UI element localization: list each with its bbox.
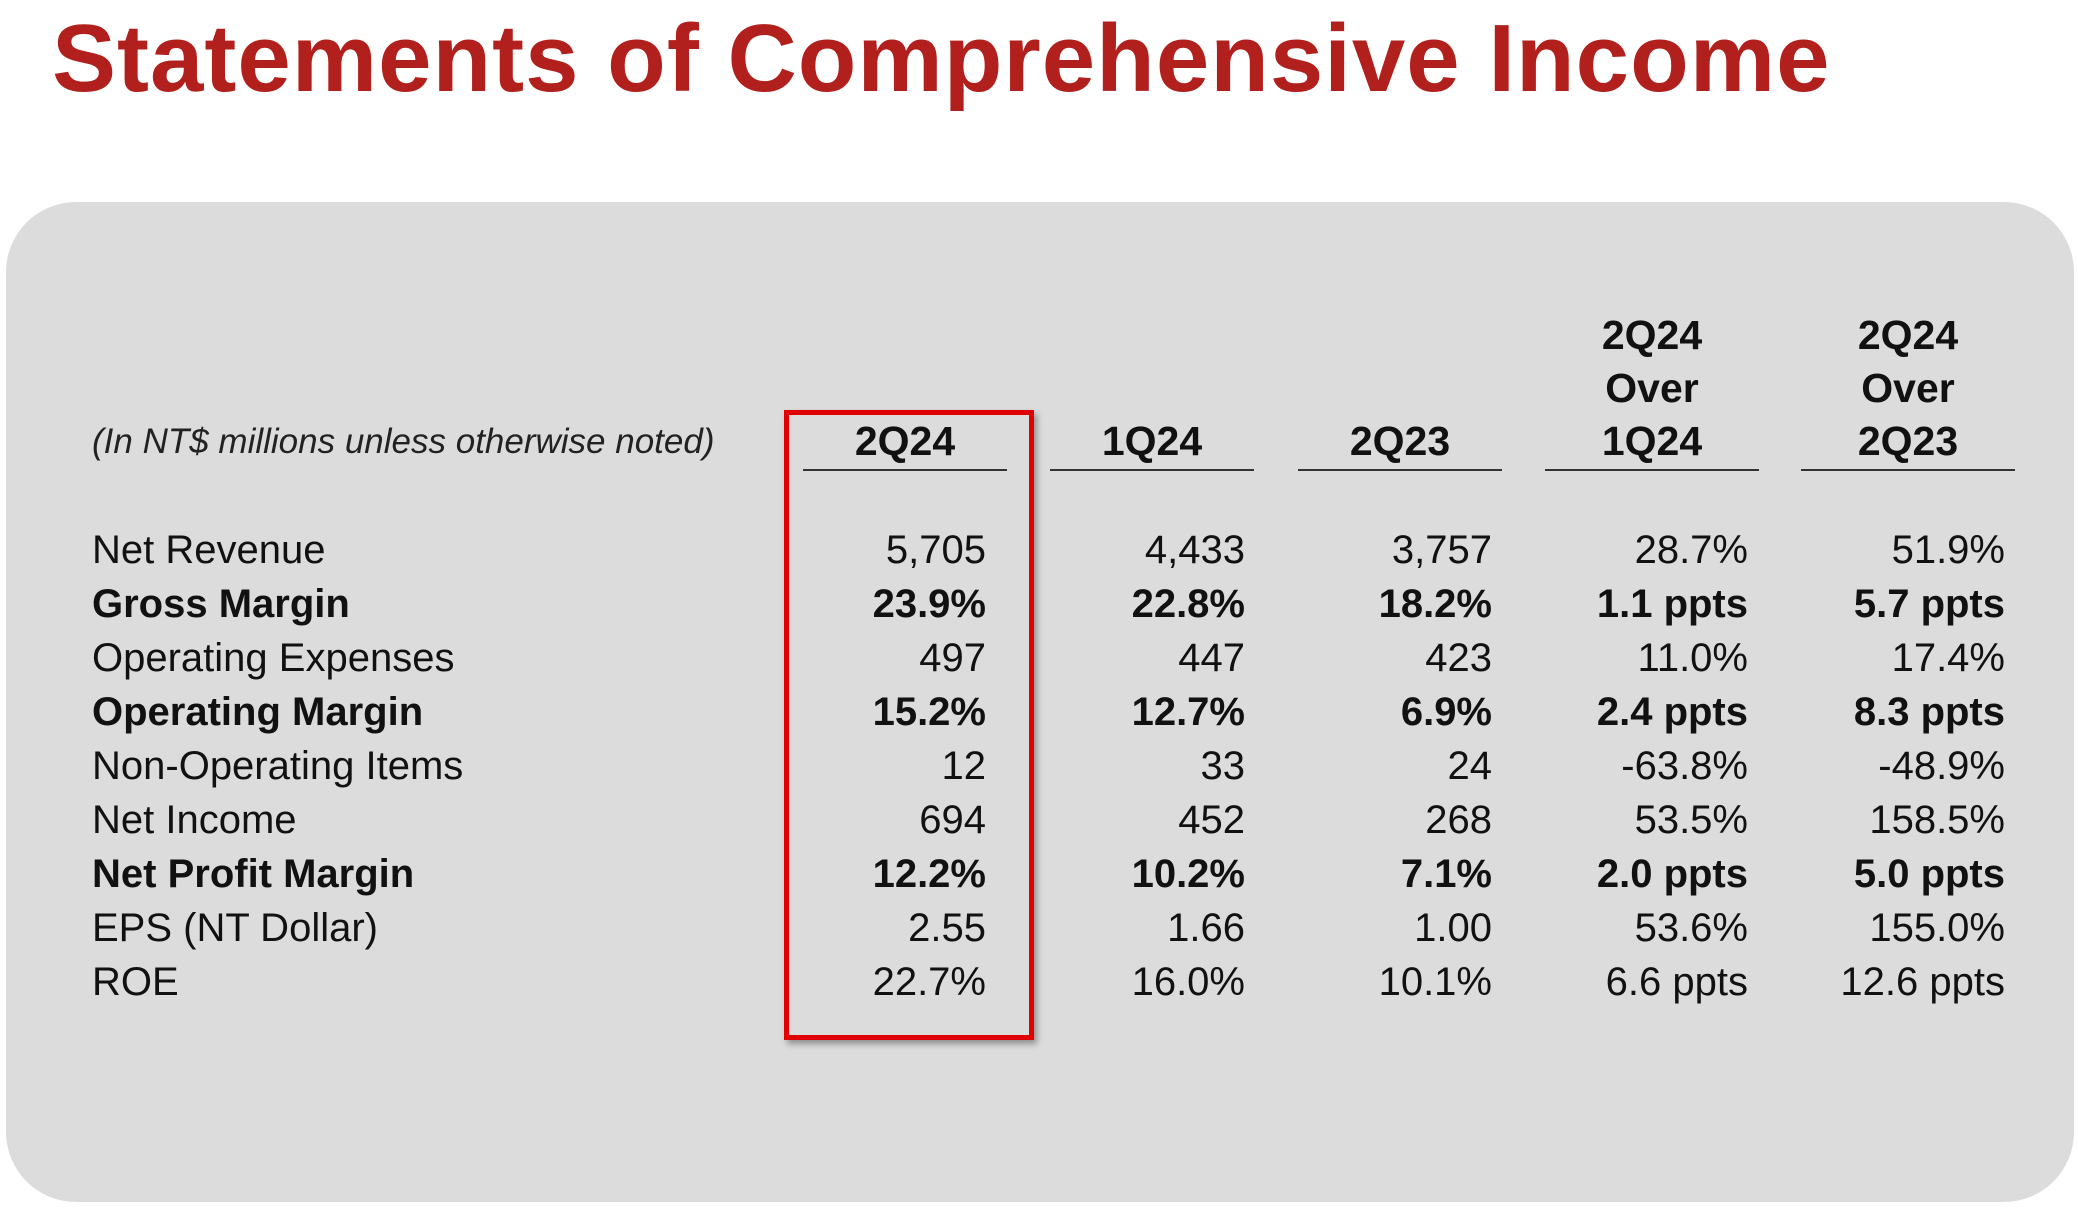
table-cell: 1.66 <box>1167 906 1245 950</box>
table-cell: 24 <box>1447 744 1493 788</box>
column-header-underline <box>1801 469 2015 471</box>
table-cell: 12 <box>941 744 987 788</box>
page-title: Statements of Comprehensive Income <box>52 5 1831 112</box>
row-label: Net Profit Margin <box>92 852 415 896</box>
column-header: 1Q24 <box>1050 415 1254 468</box>
table-cell: 452 <box>1178 798 1245 842</box>
units-note: (In NT$ millions unless otherwise noted) <box>92 422 715 461</box>
column-header-line: 1Q24 <box>1601 418 1703 464</box>
column-header-line: Over <box>1605 365 1699 411</box>
column-header-line: 2Q23 <box>1349 418 1451 464</box>
table-cell: 12.6 ppts <box>1840 960 2005 1004</box>
column-header: 2Q24 Over 1Q24 <box>1545 309 1759 468</box>
table-cell: 4,433 <box>1144 528 1245 572</box>
table-cell: 268 <box>1425 798 1492 842</box>
table-cell: 53.5% <box>1634 798 1748 842</box>
column-header: 2Q24 <box>803 415 1007 468</box>
column-header-line: 2Q24 <box>1857 312 1959 358</box>
table-cell: 2.55 <box>908 906 986 950</box>
table-cell: 6.9% <box>1400 690 1492 734</box>
table-cell: 3,757 <box>1391 528 1492 572</box>
column-header-line: 2Q23 <box>1857 418 1959 464</box>
column-header-underline <box>803 469 1007 471</box>
row-label: Operating Margin <box>92 690 424 734</box>
table-cell: 158.5% <box>1869 798 2005 842</box>
row-label: EPS (NT Dollar) <box>92 906 378 950</box>
highlight-box <box>784 410 1034 1040</box>
row-label: Net Revenue <box>92 528 326 572</box>
row-label: Operating Expenses <box>92 636 455 680</box>
table-cell: 423 <box>1425 636 1492 680</box>
table-cell: 12.2% <box>872 852 986 896</box>
table-cell: -48.9% <box>1878 744 2005 788</box>
column-header-line: 1Q24 <box>1101 418 1203 464</box>
table-cell: 18.2% <box>1378 582 1492 626</box>
table-cell: 16.0% <box>1131 960 1245 1004</box>
table-cell: 6.6 ppts <box>1605 960 1748 1004</box>
table-cell: 22.8% <box>1131 582 1245 626</box>
table-cell: -63.8% <box>1621 744 1748 788</box>
table-cell: 447 <box>1178 636 1245 680</box>
table-cell: 33 <box>1200 744 1246 788</box>
table-cell: 2.4 ppts <box>1596 690 1748 734</box>
column-header-underline <box>1050 469 1254 471</box>
table-cell: 28.7% <box>1634 528 1748 572</box>
table-cell: 7.1% <box>1400 852 1492 896</box>
row-label: Non-Operating Items <box>92 744 464 788</box>
table-cell: 10.2% <box>1131 852 1245 896</box>
row-label: Gross Margin <box>92 582 350 626</box>
column-header-line: 2Q24 <box>854 418 956 464</box>
column-header-line: 2Q24 <box>1601 312 1703 358</box>
table-cell: 5,705 <box>885 528 986 572</box>
table-cell: 1.1 ppts <box>1596 582 1748 626</box>
table-cell: 53.6% <box>1634 906 1748 950</box>
table-cell: 15.2% <box>872 690 986 734</box>
column-header: 2Q23 <box>1298 415 1502 468</box>
column-header-underline <box>1298 469 1502 471</box>
table-panel <box>6 202 2074 1202</box>
table-cell: 2.0 ppts <box>1596 852 1748 896</box>
table-cell: 11.0% <box>1637 636 1748 680</box>
table-cell: 51.9% <box>1891 528 2005 572</box>
table-cell: 155.0% <box>1869 906 2005 950</box>
table-cell: 694 <box>919 798 986 842</box>
table-cell: 8.3 ppts <box>1853 690 2005 734</box>
table-cell: 22.7% <box>872 960 986 1004</box>
table-cell: 5.7 ppts <box>1853 582 2005 626</box>
column-header-underline <box>1545 469 1759 471</box>
table-cell: 17.4% <box>1891 636 2005 680</box>
table-cell: 5.0 ppts <box>1853 852 2005 896</box>
column-header: 2Q24 Over 2Q23 <box>1801 309 2015 468</box>
row-label: ROE <box>92 960 179 1004</box>
table-cell: 23.9% <box>872 582 986 626</box>
table-cell: 497 <box>919 636 986 680</box>
table-cell: 1.00 <box>1414 906 1492 950</box>
row-label: Net Income <box>92 798 297 842</box>
table-cell: 10.1% <box>1378 960 1492 1004</box>
table-cell: 12.7% <box>1131 690 1245 734</box>
column-header-line: Over <box>1861 365 1955 411</box>
